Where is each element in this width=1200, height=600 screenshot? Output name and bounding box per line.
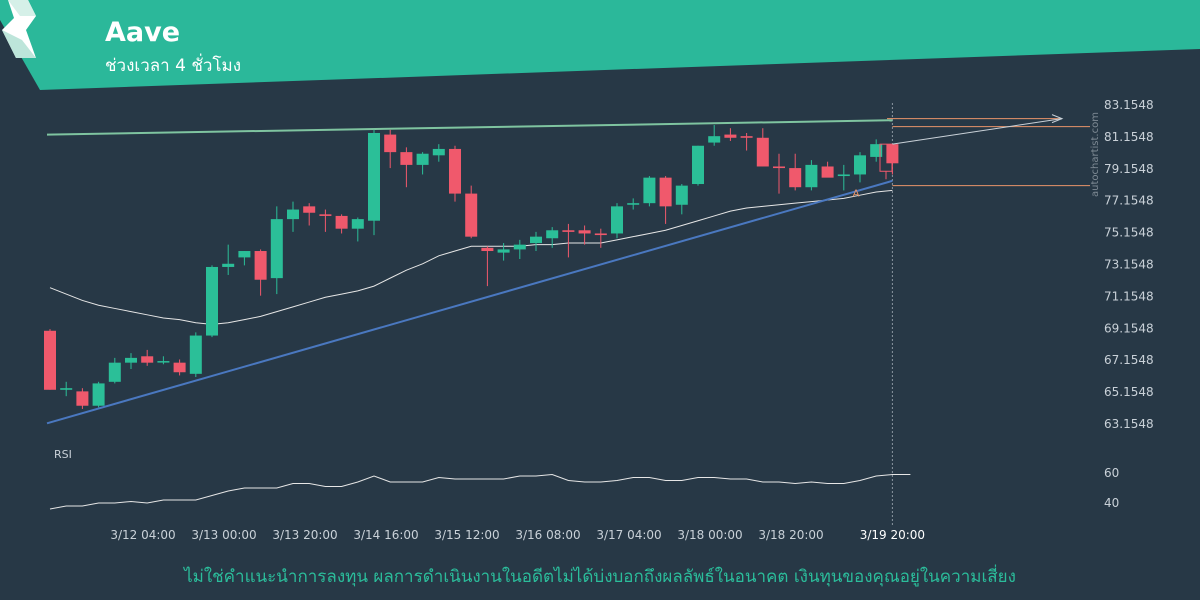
candle-body xyxy=(659,177,672,207)
rsi-line xyxy=(49,473,911,510)
candle-body xyxy=(821,166,834,178)
candle-body xyxy=(546,230,559,239)
y-tick-label: 81.1548 xyxy=(1104,130,1154,144)
candle-body xyxy=(611,206,623,234)
candle-body xyxy=(724,134,737,138)
candle-body xyxy=(384,134,397,153)
candle-body xyxy=(368,132,380,221)
x-tick-label: 3/17 04:00 xyxy=(596,528,661,542)
candle-body xyxy=(870,144,883,157)
candle-body xyxy=(773,166,785,169)
candle-body xyxy=(108,362,121,382)
candle-body xyxy=(222,263,235,267)
candle-body xyxy=(92,383,105,406)
candle-body xyxy=(76,391,89,406)
x-tick-label: 3/15 12:00 xyxy=(434,528,499,542)
timeframe-subtitle: ช่วงเวลา 4 ชั่วโมง xyxy=(105,56,242,76)
candle-body xyxy=(627,203,640,205)
candle-body xyxy=(238,251,251,258)
x-tick-label: 3/12 04:00 xyxy=(110,528,175,542)
projection-label: A xyxy=(853,189,860,200)
y-tick-label: 77.1548 xyxy=(1104,194,1154,208)
autochartist-logo-icon xyxy=(2,0,36,58)
rsi-tick-label: 40 xyxy=(1104,496,1119,510)
x-tick-label: 3/18 20:00 xyxy=(758,528,823,542)
candle-body xyxy=(465,193,478,237)
y-tick-label: 71.1548 xyxy=(1104,289,1154,303)
candle-body xyxy=(789,168,802,188)
candle-body xyxy=(692,145,704,185)
candle-body xyxy=(481,247,494,252)
y-tick-label: 79.1548 xyxy=(1104,162,1154,176)
candle-body xyxy=(416,153,429,165)
header-background xyxy=(0,0,1200,90)
candle-body xyxy=(513,244,526,250)
header-banner: Aave ช่วงเวลา 4 ชั่วโมง xyxy=(0,0,1200,90)
candle-body xyxy=(578,230,591,234)
rsi-tick-label: 60 xyxy=(1104,466,1119,480)
moving-average-line xyxy=(49,189,893,325)
candle-body xyxy=(141,356,154,363)
candle-body xyxy=(270,219,283,279)
candle-body xyxy=(303,206,316,213)
support-line xyxy=(46,179,893,425)
candle-body xyxy=(837,174,850,177)
resistance-line xyxy=(46,119,893,136)
y-tick-label: 83.1548 xyxy=(1104,98,1154,112)
candle-body xyxy=(287,209,299,220)
y-tick-label: 67.1548 xyxy=(1104,353,1154,367)
page-title: Aave xyxy=(105,17,181,48)
rsi-label: RSI xyxy=(54,448,72,461)
y-tick-label: 65.1548 xyxy=(1104,385,1154,399)
candle-body xyxy=(60,388,73,390)
candle-body xyxy=(449,148,461,194)
candle-body xyxy=(530,236,542,244)
candle-body xyxy=(351,219,364,229)
x-tick-label: 3/14 16:00 xyxy=(353,528,418,542)
candle-body xyxy=(740,136,753,138)
candle-body xyxy=(125,357,137,363)
candle-body xyxy=(206,266,218,336)
disclaimer: ไม่ใช่คำแนะนำการลงทุน ผลการดำเนินงานในอด… xyxy=(184,567,1016,587)
candle-body xyxy=(562,230,575,232)
candle-body xyxy=(805,164,818,188)
candle-body xyxy=(189,335,202,374)
x-tick-label: 3/13 20:00 xyxy=(272,528,337,542)
candlestick-chart: 83.1548 81.1548 79.1548 77.1548 75.1548 73.15… xyxy=(44,98,1154,542)
forecast-arrow-icon xyxy=(1051,114,1064,124)
y-tick-label: 73.1548 xyxy=(1104,258,1154,272)
x-tick-label: 3/19 20:00 xyxy=(860,528,925,542)
candle-body xyxy=(173,362,186,373)
watermark: autochartist.com xyxy=(1090,112,1101,197)
candle-body xyxy=(335,215,348,229)
candle-body xyxy=(708,136,721,143)
x-tick-label: 3/13 00:00 xyxy=(191,528,256,542)
candle-body xyxy=(44,330,56,390)
y-tick-label: 75.1548 xyxy=(1104,226,1154,240)
x-tick-label: 3/16 08:00 xyxy=(515,528,580,542)
y-tick-label: 69.1548 xyxy=(1104,321,1154,335)
candle-body xyxy=(675,185,688,205)
forecast-path-line xyxy=(892,118,1063,145)
candle-body xyxy=(497,249,510,253)
candle-body xyxy=(756,137,769,167)
candle-body xyxy=(157,361,170,363)
candle-body xyxy=(254,251,267,280)
candle-body xyxy=(643,177,656,204)
candle-body xyxy=(432,148,445,156)
x-tick-label: 3/18 00:00 xyxy=(677,528,742,542)
candle-body xyxy=(854,155,866,175)
y-tick-label: 63.1548 xyxy=(1104,417,1154,431)
candle-body xyxy=(400,152,413,165)
candle-body xyxy=(594,233,607,236)
candle-body xyxy=(319,214,332,216)
